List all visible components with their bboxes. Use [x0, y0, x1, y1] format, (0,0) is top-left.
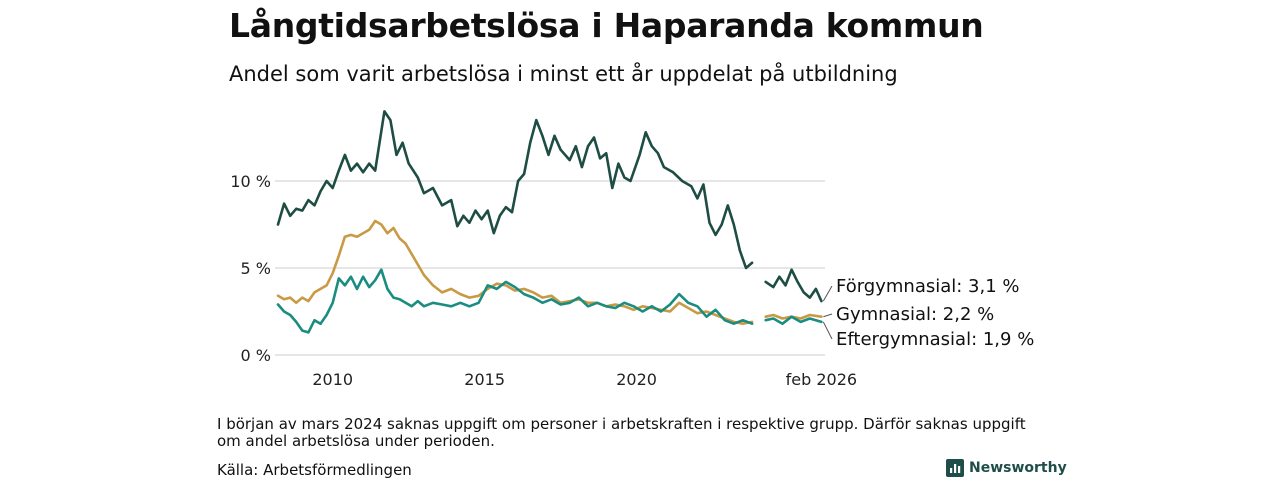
series-line-förgymnasial [764, 268, 823, 303]
series-line-förgymnasial [276, 110, 754, 270]
x-tick-label: feb 2026 [786, 370, 857, 389]
label-leader [822, 321, 833, 340]
x-tick-label: 2010 [312, 370, 353, 389]
footnote: I början av mars 2024 saknas uppgift om … [217, 415, 1026, 450]
series-line-eftergymnasial [764, 315, 823, 326]
x-tick-label: 2015 [464, 370, 505, 389]
source-text: Källa: Arbetsförmedlingen [217, 461, 412, 479]
series-line-eftergymnasial [276, 268, 754, 334]
series-end-label: Förgymnasial: 3,1 % [836, 276, 1020, 297]
chart-title: Långtidsarbetslösa i Haparanda kommun [229, 6, 984, 45]
y-tick-label: 10 % [230, 172, 271, 191]
series-line-gymnasial [276, 219, 754, 326]
x-tick-label: 2020 [616, 370, 657, 389]
label-leader [822, 285, 833, 302]
brand-name: Newsworthy [969, 460, 1067, 476]
chart-subtitle: Andel som varit arbetslösa i minst ett å… [229, 62, 898, 86]
label-leader [823, 313, 833, 318]
series-end-label: Eftergymnasial: 1,9 % [836, 329, 1034, 350]
series-end-label: Gymnasial: 2,2 % [836, 304, 994, 325]
y-tick-label: 0 % [241, 346, 271, 365]
y-tick-label: 5 % [241, 259, 271, 278]
brand-logo: Newsworthy [946, 459, 1067, 477]
newsworthy-icon [946, 459, 964, 477]
